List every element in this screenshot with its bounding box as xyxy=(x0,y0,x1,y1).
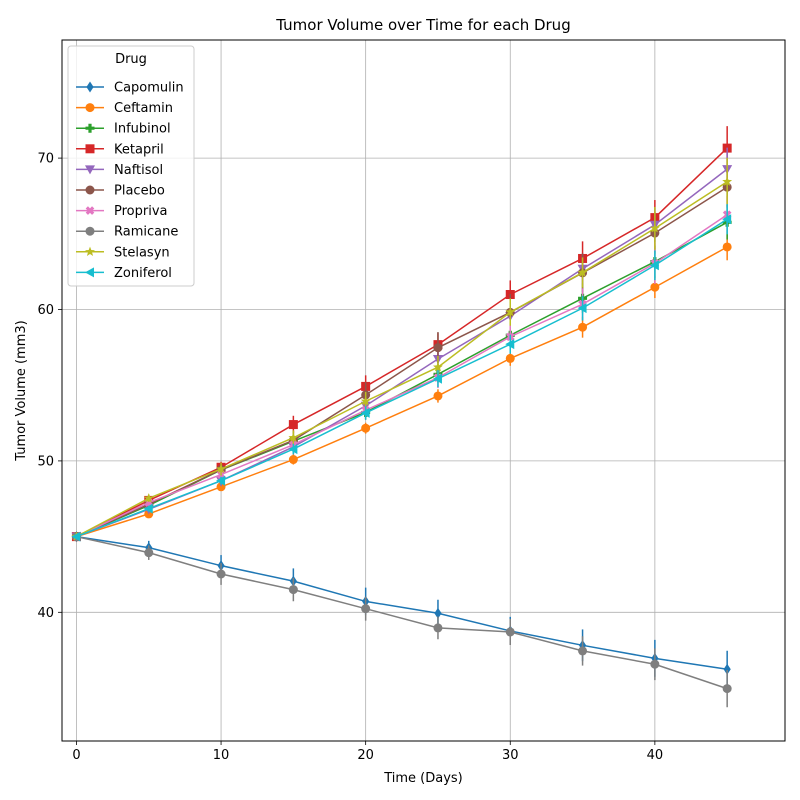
legend-label: Stelasyn xyxy=(114,245,170,260)
legend-marker xyxy=(85,103,95,113)
data-point xyxy=(433,343,443,353)
series-line xyxy=(76,181,728,538)
legend-item-propriva: Propriva xyxy=(76,204,168,219)
data-point xyxy=(143,493,154,503)
series-line xyxy=(76,214,728,538)
legend-item-zoniferol: Zoniferol xyxy=(76,266,172,281)
legend-item-ketapril: Ketapril xyxy=(76,142,164,157)
data-point xyxy=(360,407,370,418)
legend-marker xyxy=(85,246,95,257)
data-point xyxy=(288,585,298,595)
legend-label: Capomulin xyxy=(114,81,184,96)
data-point xyxy=(505,339,515,350)
x-tick-label: 0 xyxy=(72,748,80,763)
legend-title: Drug xyxy=(115,52,147,67)
legend-item-naftisol: Naftisol xyxy=(76,163,163,178)
legend-marker xyxy=(85,226,95,236)
data-point xyxy=(288,444,298,455)
legend-item-ceftamin: Ceftamin xyxy=(76,101,173,116)
data-point xyxy=(288,432,299,442)
x-axis-title: Time (Days) xyxy=(383,771,463,786)
data-point xyxy=(216,475,226,486)
legend-label: Infubinol xyxy=(114,122,171,137)
x-tick-label: 30 xyxy=(502,748,519,763)
legend-label: Propriva xyxy=(114,204,168,219)
series-line xyxy=(76,218,728,538)
series-layer xyxy=(71,126,733,708)
data-point xyxy=(216,569,226,579)
series-line xyxy=(76,186,728,538)
axis-ticks: 0 10 20 30 40 40 50 60 70 xyxy=(37,152,663,763)
data-point xyxy=(434,607,442,619)
data-point xyxy=(649,260,659,271)
y-axis-title: Tumor Volume (mm3) xyxy=(14,320,29,462)
data-point xyxy=(650,282,660,292)
y-tick-label: 70 xyxy=(37,152,54,167)
legend-marker xyxy=(86,81,94,93)
x-tick-label: 40 xyxy=(647,748,664,763)
legend-items: Capomulin Ceftamin Infubinol Ketapril Naftis… xyxy=(76,81,184,281)
data-point xyxy=(144,548,154,558)
x-tick-label: 20 xyxy=(357,748,374,763)
data-point xyxy=(650,659,660,669)
legend-marker xyxy=(85,123,95,133)
data-point xyxy=(723,663,731,675)
legend-label: Ramicane xyxy=(114,225,178,240)
data-point xyxy=(722,176,733,186)
chart-title: Tumor Volume over Time for each Drug xyxy=(275,16,570,34)
legend-item-infubinol: Infubinol xyxy=(76,122,171,137)
legend-label: Ceftamin xyxy=(114,101,173,116)
plot-frame xyxy=(61,39,786,742)
data-point xyxy=(505,353,515,363)
legend-label: Ketapril xyxy=(114,142,164,157)
legend-item-placebo: Placebo xyxy=(76,184,165,199)
data-point xyxy=(577,267,588,277)
data-point xyxy=(71,531,81,542)
legend-label: Zoniferol xyxy=(114,266,172,281)
legend: Drug Capomulin Ceftamin Infubinol Ketapril N… xyxy=(67,45,195,287)
series-line xyxy=(76,535,728,670)
legend-box xyxy=(67,45,195,287)
data-point xyxy=(143,503,153,514)
data-point xyxy=(577,303,587,314)
legend-marker xyxy=(85,267,94,278)
data-point xyxy=(722,242,732,252)
legend-marker xyxy=(85,165,95,175)
data-point xyxy=(722,214,732,225)
data-point xyxy=(361,604,371,614)
data-point xyxy=(432,373,442,384)
data-point xyxy=(361,423,371,433)
series-zoniferol xyxy=(71,204,732,542)
y-tick-label: 40 xyxy=(37,606,54,621)
legend-label: Naftisol xyxy=(114,163,163,178)
legend-marker xyxy=(85,185,95,195)
data-point xyxy=(433,391,443,401)
y-tick-label: 60 xyxy=(37,303,54,318)
data-point xyxy=(578,322,588,332)
data-point xyxy=(505,627,515,637)
legend-marker xyxy=(85,206,95,215)
y-tick-label: 50 xyxy=(37,454,54,469)
data-point xyxy=(578,646,588,656)
data-point xyxy=(505,306,516,317)
data-point xyxy=(288,420,298,430)
legend-marker xyxy=(85,144,95,154)
legend-item-capomulin: Capomulin xyxy=(76,81,184,96)
x-tick-label: 10 xyxy=(213,748,230,763)
legend-item-stelasyn: Stelasyn xyxy=(76,245,170,260)
data-point xyxy=(649,223,660,233)
data-point xyxy=(433,623,443,633)
series-line xyxy=(76,246,728,538)
data-point xyxy=(722,684,732,694)
data-point xyxy=(360,396,371,406)
legend-item-ramicane: Ramicane xyxy=(76,225,178,240)
legend-label: Placebo xyxy=(114,184,165,199)
data-point xyxy=(216,463,227,474)
data-point xyxy=(288,455,298,465)
data-point xyxy=(433,361,443,372)
series-line xyxy=(76,535,728,690)
